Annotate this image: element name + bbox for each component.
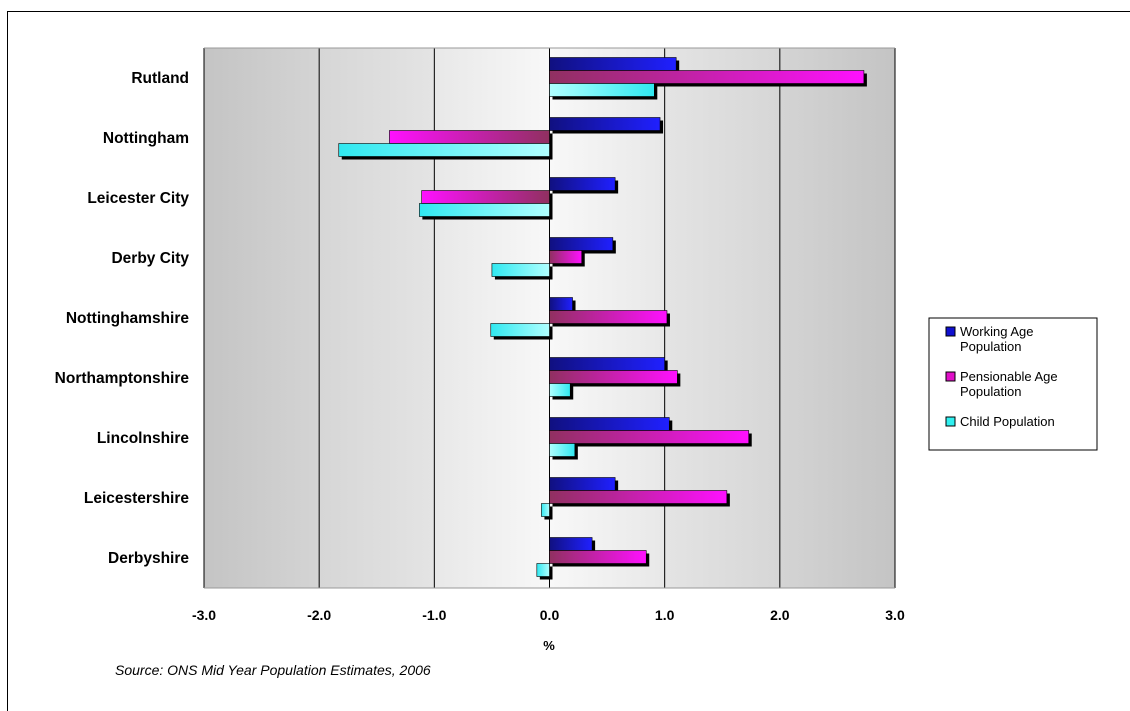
legend-swatch bbox=[945, 416, 956, 427]
category-label: Derby City bbox=[111, 250, 189, 267]
legend-swatch bbox=[945, 326, 956, 337]
category-labels: Rutland Nottingham Leicester City Derby Cit… bbox=[55, 70, 190, 567]
chart-frame bbox=[7, 11, 1130, 711]
x-tick-label: 0.0 bbox=[540, 607, 560, 623]
x-tick-label: -2.0 bbox=[307, 607, 331, 623]
plot-band bbox=[204, 48, 320, 588]
bar bbox=[490, 323, 550, 337]
legend-swatch bbox=[945, 371, 956, 382]
x-tick-labels: -3.0 -2.0 -1.0 0.0 1.0 2.0 3.0 bbox=[192, 607, 905, 623]
category-label: Rutland bbox=[131, 70, 189, 87]
bar bbox=[549, 443, 576, 457]
bar bbox=[536, 563, 550, 577]
bar bbox=[338, 143, 550, 157]
plot-band bbox=[779, 48, 895, 588]
category-label: Lincolnshire bbox=[97, 430, 190, 447]
bar bbox=[491, 263, 550, 277]
bar bbox=[549, 370, 678, 384]
category-label: Nottingham bbox=[103, 130, 189, 147]
bar bbox=[549, 537, 593, 551]
plot-band bbox=[434, 48, 550, 588]
x-tick-label: -1.0 bbox=[422, 607, 446, 623]
legend-label: Working Age Population bbox=[960, 324, 1033, 354]
bar bbox=[549, 177, 616, 191]
bar bbox=[541, 503, 550, 517]
bar bbox=[549, 430, 750, 444]
x-tick-label: 2.0 bbox=[770, 607, 790, 623]
x-axis-title: % bbox=[543, 638, 555, 653]
bar bbox=[549, 383, 571, 397]
bar bbox=[549, 117, 661, 131]
bar bbox=[549, 550, 647, 564]
bar bbox=[421, 190, 550, 204]
category-label: Northamptonshire bbox=[55, 370, 190, 387]
source-note: Source: ONS Mid Year Population Estimate… bbox=[115, 662, 431, 678]
bar bbox=[549, 297, 573, 311]
bar bbox=[549, 477, 616, 491]
category-label: Derbyshire bbox=[108, 550, 189, 567]
x-tick-label: 1.0 bbox=[655, 607, 675, 623]
bar bbox=[549, 57, 677, 71]
bar bbox=[549, 490, 728, 504]
x-tick-label: -3.0 bbox=[192, 607, 216, 623]
bar bbox=[389, 130, 550, 144]
bar bbox=[549, 310, 668, 324]
category-label: Nottinghamshire bbox=[66, 310, 190, 327]
bars bbox=[338, 57, 867, 580]
legend: Working Age Population Pensionable Age Popu… bbox=[928, 317, 1098, 451]
x-tick-label: 3.0 bbox=[885, 607, 905, 623]
legend-label: Pensionable Age Population bbox=[960, 369, 1058, 399]
plot-band bbox=[319, 48, 435, 588]
plot-band bbox=[664, 48, 780, 588]
category-label: Leicester City bbox=[87, 190, 189, 207]
bar bbox=[549, 70, 865, 84]
bar bbox=[549, 250, 583, 264]
bar bbox=[549, 83, 655, 97]
legend-box bbox=[928, 317, 1098, 451]
bar bbox=[549, 237, 614, 251]
bar bbox=[419, 203, 550, 217]
bar bbox=[549, 357, 665, 371]
bar bbox=[549, 417, 670, 431]
category-label: Leicestershire bbox=[84, 490, 189, 507]
legend-label: Child Population bbox=[960, 414, 1055, 429]
